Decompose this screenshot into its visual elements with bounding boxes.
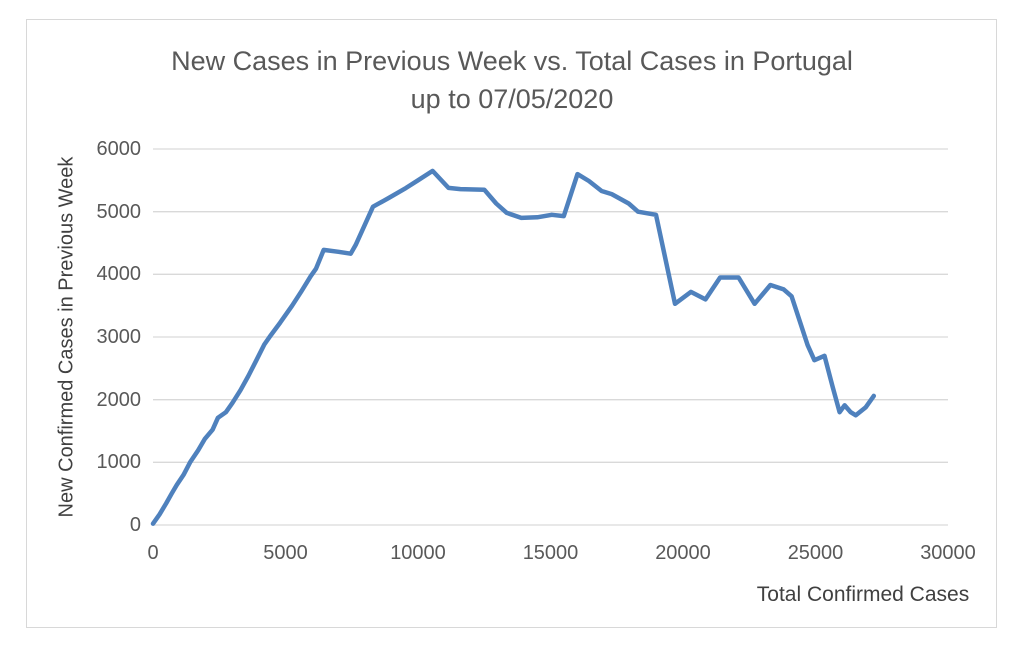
y-tick-label: 5000 bbox=[96, 200, 142, 223]
chart-title: New Cases in Previous Week vs. Total Cas… bbox=[0, 42, 1024, 118]
chart-title-line2: up to 07/05/2020 bbox=[410, 84, 614, 114]
chart-border bbox=[26, 19, 997, 628]
y-tick-label: 0 bbox=[129, 514, 141, 536]
x-tick-label: 20000 bbox=[655, 542, 711, 564]
x-tick-label: 0 bbox=[147, 542, 159, 564]
chart-title-line1: New Cases in Previous Week vs. Total Cas… bbox=[171, 46, 853, 76]
x-tick-label: 10000 bbox=[390, 542, 446, 564]
x-tick-label: 15000 bbox=[522, 542, 579, 564]
y-tick-label: 4000 bbox=[96, 263, 142, 286]
x-tick-label: 5000 bbox=[263, 542, 308, 564]
x-tick-label: 25000 bbox=[787, 542, 844, 564]
y-tick-label: 1000 bbox=[96, 451, 142, 474]
y-tick-label: 6000 bbox=[96, 138, 142, 160]
series-line bbox=[150, 168, 877, 526]
y-tick-label: 3000 bbox=[96, 326, 142, 348]
y-tick-label: 2000 bbox=[96, 388, 142, 411]
x-tick-label: 30000 bbox=[920, 542, 976, 564]
x-axis-title: Total Confirmed Cases bbox=[756, 583, 970, 606]
